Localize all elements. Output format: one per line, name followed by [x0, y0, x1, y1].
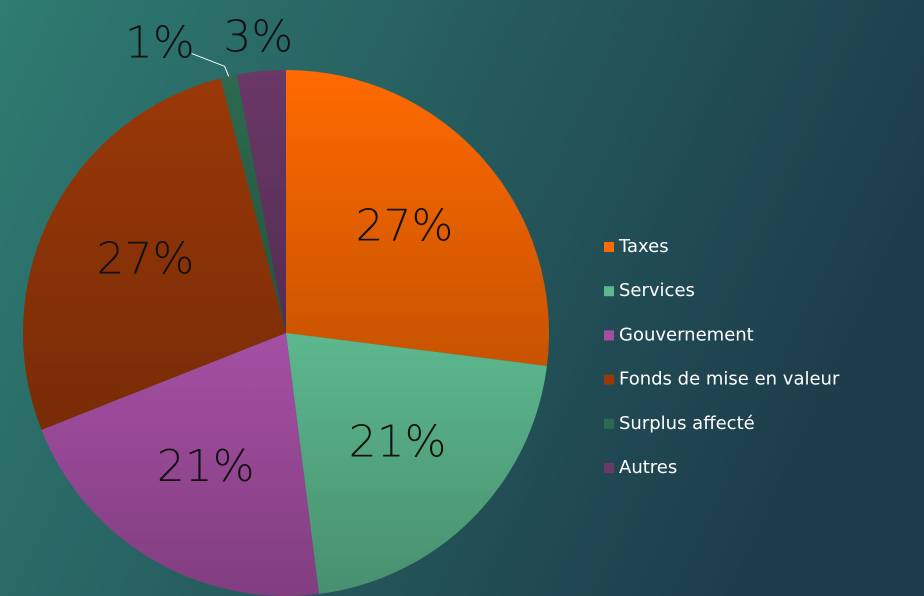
slice-shade	[286, 70, 549, 366]
slice-shade	[23, 78, 286, 430]
legend-swatch	[604, 463, 614, 473]
data-label: 1%	[125, 18, 195, 69]
slice-shade	[220, 74, 286, 334]
data-label: 21%	[157, 441, 255, 492]
legend-label: Autres	[619, 457, 677, 478]
legend-label: Taxes	[618, 236, 669, 257]
legend-swatch	[604, 374, 614, 385]
slice-shade	[41, 333, 319, 596]
legend-swatch	[604, 242, 614, 252]
legend-label: Fonds de mise en valeur	[619, 369, 840, 390]
legend-swatch	[604, 330, 614, 341]
slice-shade	[286, 333, 547, 594]
legend-label: Surplus affecté	[619, 413, 755, 434]
slice-shade	[236, 70, 286, 333]
legend-label: Services	[619, 280, 695, 301]
leader-line	[191, 53, 230, 77]
data-label: 21%	[349, 417, 447, 468]
legend-swatch	[604, 286, 614, 297]
legend-swatch	[604, 418, 614, 429]
legend-label: Gouvernement	[619, 324, 754, 345]
data-label: 3%	[223, 12, 293, 63]
data-label: 27%	[355, 201, 453, 252]
data-label: 27%	[97, 233, 195, 284]
